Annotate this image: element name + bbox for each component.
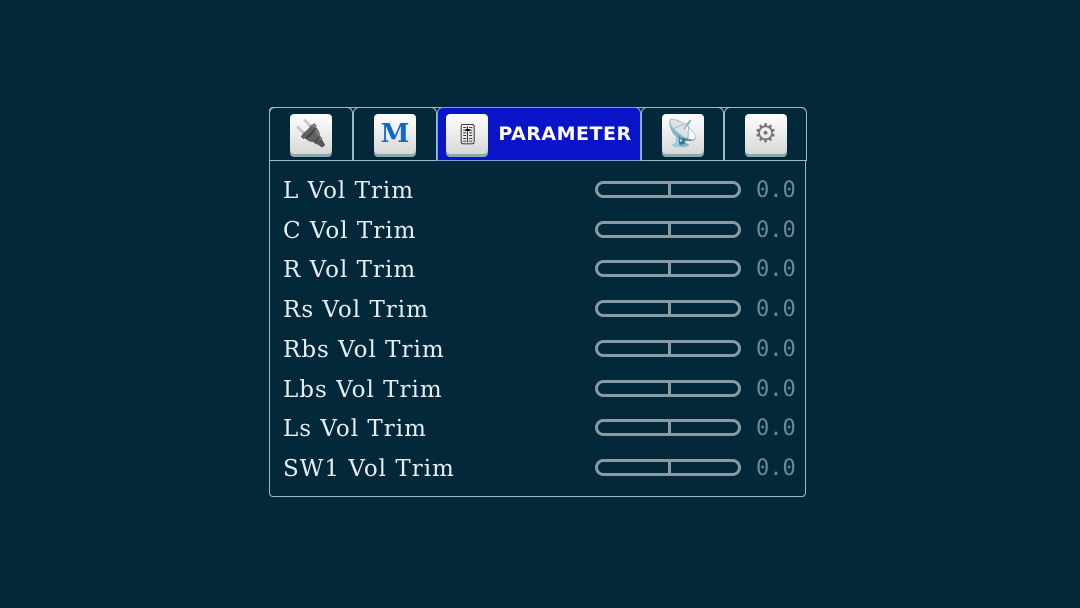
trim-row[interactable]: Rbs Vol Trim 0.0 — [283, 337, 803, 367]
trim-value: 0.0 — [756, 217, 796, 243]
slider-thumb[interactable] — [668, 421, 671, 437]
trim-row[interactable]: R Vol Trim 0.0 — [283, 257, 803, 287]
slider-thumb[interactable] — [668, 460, 671, 476]
trim-label: Ls Vol Trim — [283, 416, 427, 443]
m-letter-icon: M — [374, 114, 416, 154]
trim-label: C Vol Trim — [283, 217, 417, 244]
trim-slider[interactable] — [595, 300, 741, 318]
tab-parameter-label: PARAMETER — [498, 123, 632, 145]
trim-value: 0.0 — [756, 376, 796, 402]
satellite-dish-icon: 📡 — [661, 114, 704, 154]
trim-value: 0.0 — [756, 257, 796, 283]
trim-slider[interactable] — [595, 339, 741, 357]
trim-label: SW1 Vol Trim — [283, 455, 455, 482]
slider-thumb[interactable] — [668, 183, 671, 198]
trim-row[interactable]: L Vol Trim 0.0 — [283, 178, 803, 208]
trim-value: 0.0 — [756, 297, 796, 323]
tab-parameter[interactable]: 🎚 PARAMETER — [437, 107, 641, 161]
trim-row[interactable]: Lbs Vol Trim 0.0 — [283, 377, 803, 407]
trim-label: Lbs Vol Trim — [283, 376, 443, 403]
trim-slider[interactable] — [595, 458, 741, 476]
trim-slider[interactable] — [595, 419, 741, 437]
slider-thumb[interactable] — [668, 341, 671, 357]
trim-slider[interactable] — [595, 379, 741, 397]
tab-settings[interactable]: ⚙ — [724, 107, 807, 161]
trim-row[interactable]: Ls Vol Trim 0.0 — [283, 416, 803, 446]
trim-value: 0.0 — [756, 336, 796, 362]
trim-label: Rbs Vol Trim — [283, 336, 445, 363]
trim-label: L Vol Trim — [283, 178, 415, 204]
trim-row[interactable]: SW1 Vol Trim 0.0 — [283, 456, 803, 486]
slider-thumb[interactable] — [668, 302, 671, 318]
gears-icon: ⚙ — [744, 114, 787, 154]
slider-thumb[interactable] — [668, 222, 671, 238]
trim-label: R Vol Trim — [283, 257, 417, 284]
hdmi-cable-icon: 🔌 — [290, 114, 332, 154]
trim-value: 0.0 — [756, 455, 796, 481]
tab-input[interactable]: 🔌 — [269, 107, 353, 161]
slider-thumb[interactable] — [668, 381, 671, 397]
trim-row[interactable]: Rs Vol Trim 0.0 — [283, 297, 803, 327]
mixer-faders-icon: 🎚 — [446, 114, 489, 154]
trim-slider[interactable] — [595, 181, 741, 198]
tab-mode[interactable]: M — [353, 107, 437, 161]
trim-slider[interactable] — [595, 260, 741, 278]
trim-label: Rs Vol Trim — [283, 297, 429, 324]
trim-slider[interactable] — [595, 220, 741, 238]
trim-value: 0.0 — [756, 178, 796, 203]
trim-row[interactable]: C Vol Trim 0.0 — [283, 218, 803, 248]
tab-satellite[interactable]: 📡 — [641, 107, 724, 161]
trim-value: 0.0 — [756, 416, 796, 442]
slider-thumb[interactable] — [668, 262, 671, 278]
